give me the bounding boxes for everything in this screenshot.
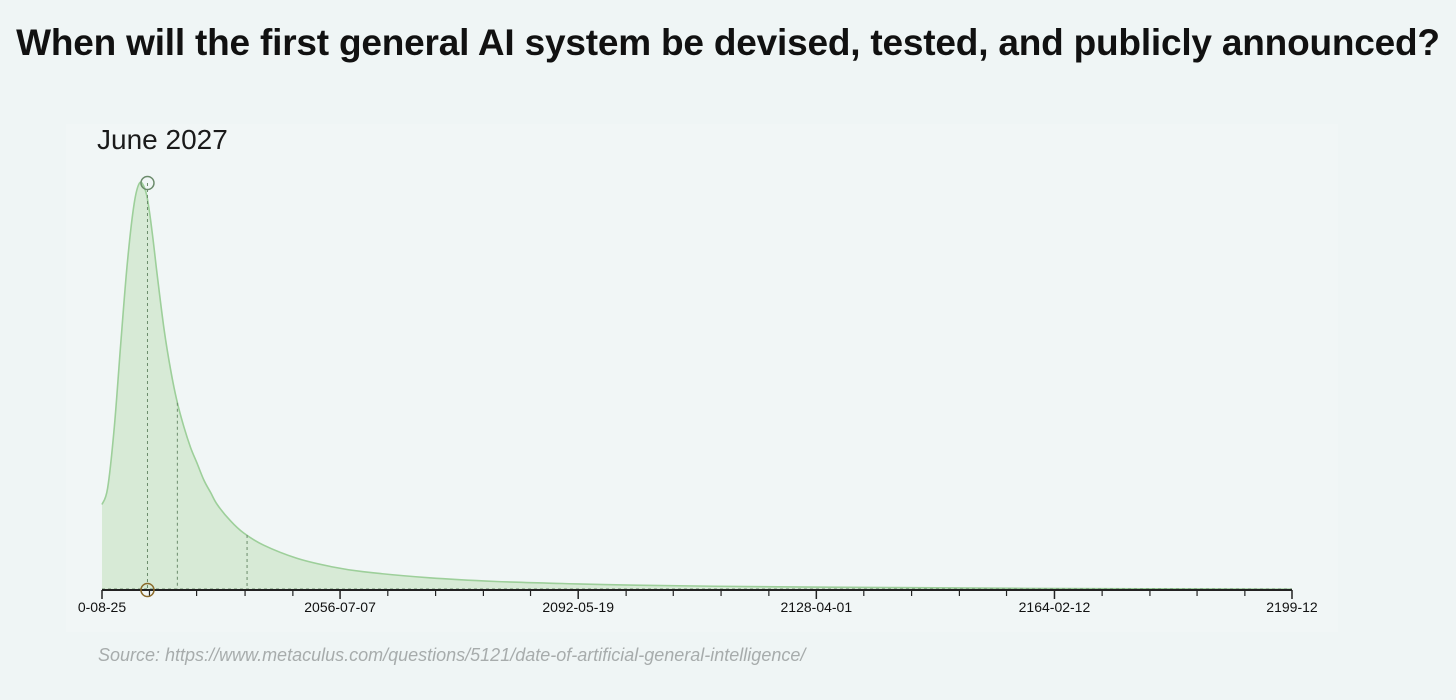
x-tick-label: 2164-02-12	[1019, 599, 1091, 615]
x-tick-label: 2199-12	[1266, 599, 1318, 615]
peak-marker[interactable]	[140, 175, 155, 191]
distribution-curve	[101, 181, 1293, 590]
bottom-marker[interactable]	[140, 582, 155, 598]
hover-date-label: June 2027	[97, 124, 228, 155]
x-tick-label: 2056-07-07	[304, 599, 376, 615]
distribution-area	[102, 182, 1292, 590]
x-axis-ticks	[101, 590, 1293, 599]
x-tick-label: 0-08-25	[78, 599, 126, 615]
x-axis-tick-labels: 0-08-25 2056-07-07 2092-05-19 2128-04-01 216…	[78, 599, 1318, 615]
chart-title: When will the first general AI system be…	[16, 22, 1440, 63]
x-tick-label: 2128-04-01	[781, 599, 853, 615]
marker-lines	[146, 183, 248, 590]
x-tick-label: 2092-05-19	[542, 599, 614, 615]
source-note[interactable]: Source: https://www.metaculus.com/questi…	[98, 645, 806, 665]
chart-panel	[66, 124, 1338, 632]
